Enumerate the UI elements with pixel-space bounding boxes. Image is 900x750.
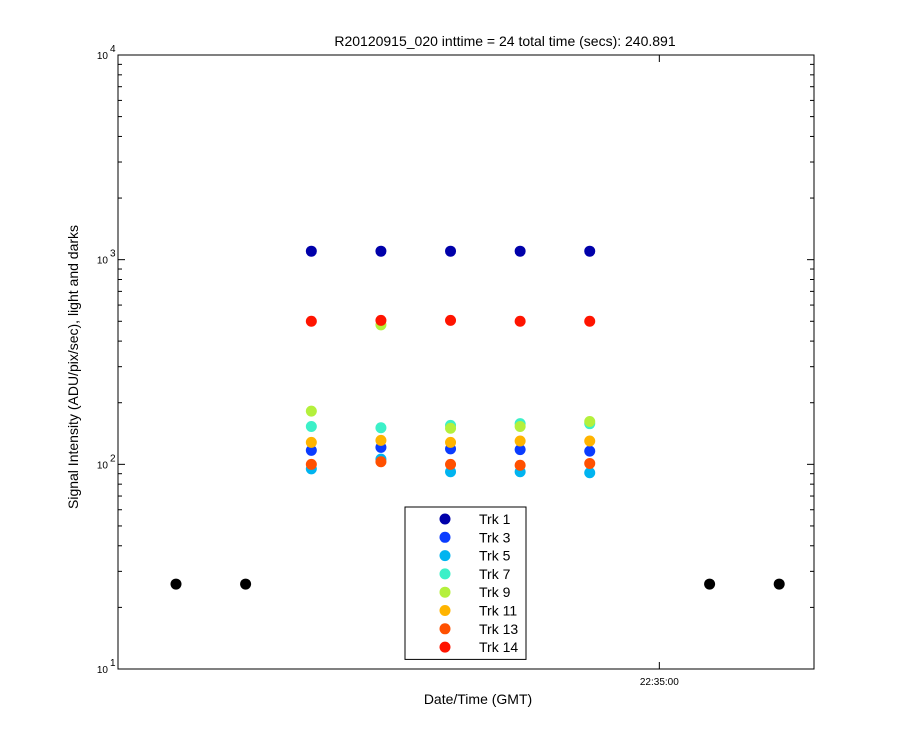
data-point — [305, 436, 317, 448]
legend-marker — [439, 531, 451, 543]
data-point — [445, 422, 457, 434]
dark-point — [240, 578, 252, 590]
dark-point — [170, 578, 182, 590]
legend-label: Trk 3 — [479, 529, 511, 545]
legend: Trk 1 Trk 3 Trk 5 Trk 7 Trk 9 Trk 11 Trk 13 Trk… — [404, 506, 527, 660]
data-point — [584, 415, 596, 427]
dark-point — [773, 578, 785, 590]
data-point — [584, 445, 596, 457]
data-points — [170, 245, 785, 590]
data-point — [305, 405, 317, 417]
y-tick-label: 10 — [97, 256, 109, 267]
legend-label: Trk 14 — [479, 639, 518, 655]
data-point — [584, 435, 596, 447]
legend-label: Trk 5 — [479, 548, 511, 564]
x-axis-label: Date/Time (GMT) — [424, 691, 532, 707]
dark-point — [704, 578, 716, 590]
legend-label: Trk 11 — [479, 603, 517, 619]
legend-marker — [439, 586, 451, 598]
data-point — [305, 245, 317, 257]
legend-marker — [439, 513, 451, 525]
legend-label: Trk 7 — [479, 566, 511, 582]
data-point — [514, 245, 526, 257]
data-point — [305, 458, 317, 470]
data-point — [514, 444, 526, 456]
data-point — [514, 435, 526, 447]
legend-marker — [439, 568, 451, 580]
data-point — [305, 315, 317, 327]
data-point — [375, 314, 387, 326]
data-point — [375, 434, 387, 446]
data-point — [305, 444, 317, 456]
y-tick-exponent: 4 — [110, 44, 116, 55]
y-tick-label: 10 — [97, 665, 109, 676]
data-point — [584, 467, 596, 479]
data-point — [584, 457, 596, 469]
legend-label: Trk 13 — [479, 621, 518, 637]
data-point — [514, 315, 526, 327]
data-point — [584, 245, 596, 257]
legend-label: Trk 1 — [479, 511, 511, 527]
y-tick-exponent: 3 — [110, 249, 116, 260]
data-point — [584, 315, 596, 327]
legend-marker — [439, 605, 451, 616]
data-point — [375, 245, 387, 257]
data-point — [445, 458, 457, 470]
data-point — [305, 421, 317, 433]
data-point — [445, 314, 457, 326]
data-point — [445, 245, 457, 257]
data-point — [375, 422, 387, 434]
legend-marker — [439, 641, 451, 653]
y-tick-label: 10 — [97, 460, 109, 471]
y-axis-label: Signal Intensity (ADU/pix/sec), light an… — [65, 225, 81, 509]
axis-ticks — [118, 54, 814, 670]
data-point — [375, 456, 387, 468]
chart-title: R20120915_020 inttime = 24 total time (s… — [334, 33, 675, 49]
y-tick-label: 10 — [97, 51, 109, 62]
y-tick-exponent: 2 — [110, 453, 116, 464]
legend-label: Trk 9 — [479, 584, 511, 600]
x-tick-label: 22:35:00 — [640, 677, 679, 688]
legend-marker — [439, 550, 451, 562]
data-point — [514, 459, 526, 471]
legend-marker — [439, 623, 451, 635]
legend-box — [404, 506, 527, 660]
data-point — [445, 436, 457, 448]
y-tick-exponent: 1 — [110, 658, 116, 669]
data-point — [514, 421, 526, 433]
